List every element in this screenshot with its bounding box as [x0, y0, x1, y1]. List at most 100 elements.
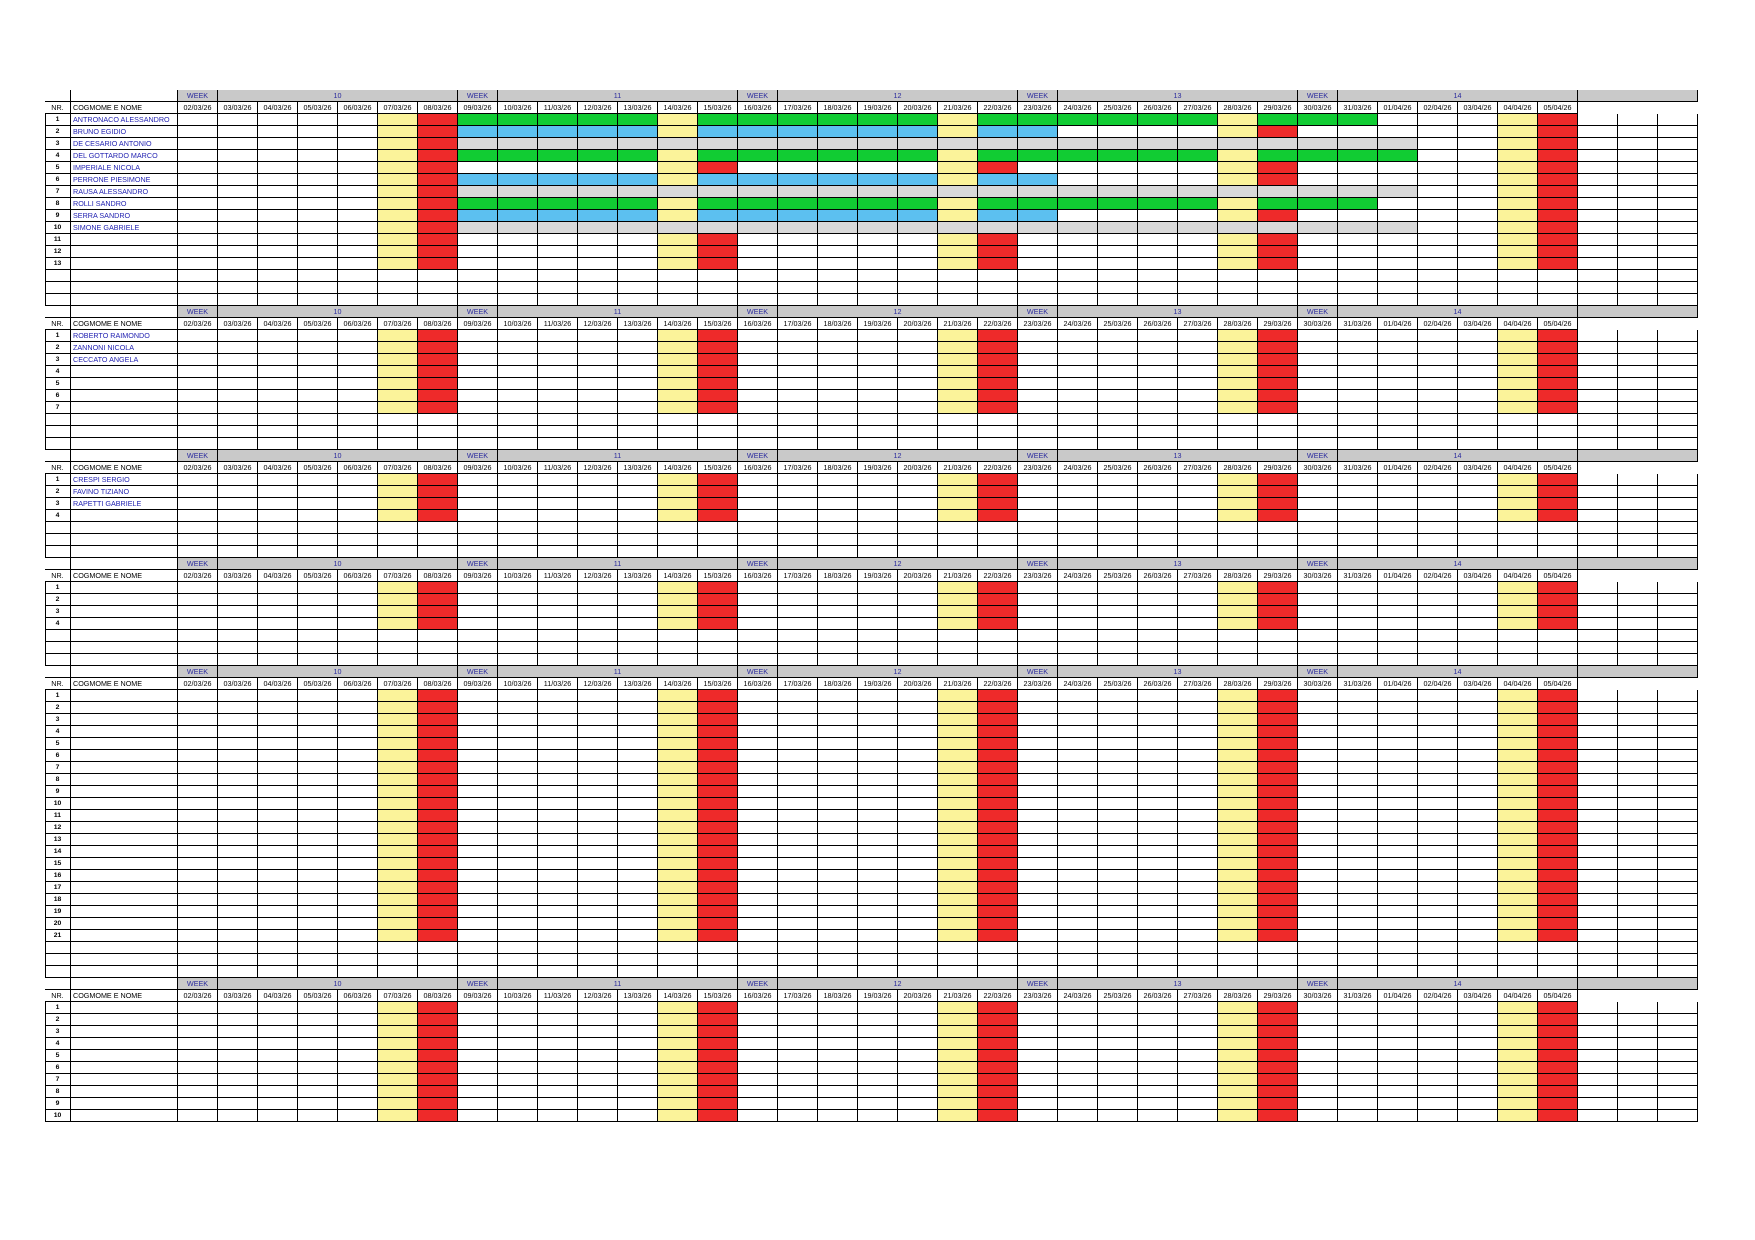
shift-cell[interactable] — [1218, 186, 1258, 198]
shift-cell[interactable] — [1418, 1014, 1458, 1026]
shift-cell[interactable] — [578, 834, 618, 846]
shift-cell[interactable] — [858, 474, 898, 486]
shift-cell[interactable] — [298, 138, 338, 150]
shift-cell[interactable] — [778, 174, 818, 186]
shift-cell[interactable] — [898, 1086, 938, 1098]
shift-cell[interactable] — [898, 1110, 938, 1122]
shift-cell[interactable] — [898, 126, 938, 138]
shift-cell[interactable] — [1458, 870, 1498, 882]
shift-cell[interactable] — [258, 930, 298, 942]
shift-cell[interactable] — [1418, 378, 1458, 390]
shift-cell[interactable] — [338, 1050, 378, 1062]
employee-name[interactable] — [71, 594, 178, 606]
shift-cell[interactable] — [178, 474, 218, 486]
shift-cell[interactable] — [658, 618, 698, 630]
shift-cell[interactable] — [1058, 138, 1098, 150]
employee-name[interactable] — [71, 1002, 178, 1014]
shift-cell[interactable] — [1098, 126, 1138, 138]
shift-cell[interactable] — [738, 846, 778, 858]
shift-cell[interactable] — [1138, 258, 1178, 270]
shift-cell[interactable] — [178, 126, 218, 138]
shift-cell[interactable] — [498, 330, 538, 342]
shift-cell[interactable] — [1098, 330, 1138, 342]
shift-cell[interactable] — [778, 138, 818, 150]
shift-cell[interactable] — [1418, 126, 1458, 138]
shift-cell[interactable] — [1258, 222, 1298, 234]
shift-cell[interactable] — [1218, 402, 1258, 414]
shift-cell[interactable] — [1018, 786, 1058, 798]
shift-cell[interactable] — [1338, 402, 1378, 414]
shift-cell[interactable] — [978, 150, 1018, 162]
shift-cell[interactable] — [178, 1026, 218, 1038]
shift-cell[interactable] — [1058, 162, 1098, 174]
shift-cell[interactable] — [1178, 798, 1218, 810]
shift-cell[interactable] — [1018, 726, 1058, 738]
shift-cell[interactable] — [898, 1002, 938, 1014]
shift-cell[interactable] — [578, 786, 618, 798]
shift-cell[interactable] — [458, 690, 498, 702]
shift-cell[interactable] — [1218, 1086, 1258, 1098]
shift-cell[interactable] — [938, 618, 978, 630]
shift-cell[interactable] — [1258, 1002, 1298, 1014]
shift-cell[interactable] — [338, 594, 378, 606]
shift-cell[interactable] — [698, 894, 738, 906]
shift-cell[interactable] — [258, 390, 298, 402]
shift-cell[interactable] — [1538, 798, 1578, 810]
shift-cell[interactable] — [658, 930, 698, 942]
shift-cell[interactable] — [578, 126, 618, 138]
shift-cell[interactable] — [1338, 618, 1378, 630]
shift-cell[interactable] — [1138, 702, 1178, 714]
shift-cell[interactable] — [1338, 582, 1378, 594]
shift-cell[interactable] — [1138, 930, 1178, 942]
shift-cell[interactable] — [1258, 834, 1298, 846]
shift-cell[interactable] — [1218, 774, 1258, 786]
employee-name[interactable] — [71, 582, 178, 594]
shift-cell[interactable] — [658, 750, 698, 762]
shift-cell[interactable] — [1018, 390, 1058, 402]
shift-cell[interactable] — [938, 330, 978, 342]
shift-cell[interactable] — [1298, 738, 1338, 750]
shift-cell[interactable] — [618, 474, 658, 486]
shift-cell[interactable] — [498, 918, 538, 930]
shift-cell[interactable] — [1138, 342, 1178, 354]
shift-cell[interactable] — [1418, 750, 1458, 762]
shift-cell[interactable] — [858, 114, 898, 126]
shift-cell[interactable] — [658, 594, 698, 606]
shift-cell[interactable] — [378, 258, 418, 270]
shift-cell[interactable] — [498, 882, 538, 894]
shift-cell[interactable] — [898, 234, 938, 246]
shift-cell[interactable] — [1018, 738, 1058, 750]
shift-cell[interactable] — [498, 366, 538, 378]
shift-cell[interactable] — [418, 594, 458, 606]
shift-cell[interactable] — [1258, 1110, 1298, 1122]
shift-cell[interactable] — [738, 822, 778, 834]
shift-cell[interactable] — [738, 762, 778, 774]
shift-cell[interactable] — [418, 330, 458, 342]
shift-cell[interactable] — [978, 1074, 1018, 1086]
shift-cell[interactable] — [1378, 1098, 1418, 1110]
shift-cell[interactable] — [858, 378, 898, 390]
shift-cell[interactable] — [1098, 366, 1138, 378]
shift-cell[interactable] — [818, 510, 858, 522]
shift-cell[interactable] — [178, 702, 218, 714]
shift-cell[interactable] — [1058, 474, 1098, 486]
shift-cell[interactable] — [578, 1026, 618, 1038]
shift-cell[interactable] — [698, 402, 738, 414]
shift-cell[interactable] — [1138, 1098, 1178, 1110]
shift-cell[interactable] — [1258, 354, 1298, 366]
employee-name[interactable] — [71, 378, 178, 390]
shift-cell[interactable] — [1218, 138, 1258, 150]
shift-cell[interactable] — [1178, 786, 1218, 798]
shift-cell[interactable] — [1458, 498, 1498, 510]
shift-cell[interactable] — [1058, 870, 1098, 882]
shift-cell[interactable] — [658, 222, 698, 234]
shift-cell[interactable] — [298, 342, 338, 354]
shift-cell[interactable] — [1098, 810, 1138, 822]
shift-cell[interactable] — [818, 474, 858, 486]
shift-cell[interactable] — [498, 726, 538, 738]
shift-cell[interactable] — [858, 846, 898, 858]
shift-cell[interactable] — [178, 1002, 218, 1014]
shift-cell[interactable] — [578, 402, 618, 414]
shift-cell[interactable] — [218, 846, 258, 858]
shift-cell[interactable] — [1458, 582, 1498, 594]
